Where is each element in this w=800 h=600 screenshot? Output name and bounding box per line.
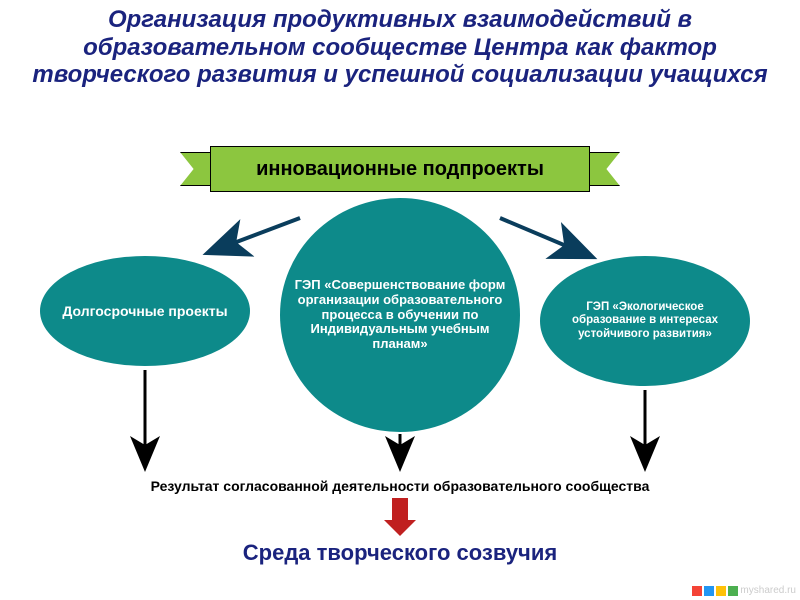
banner-tail-left bbox=[180, 152, 214, 186]
ellipse-left: Долгосрочные проекты bbox=[40, 256, 250, 366]
watermark: myshared.ru bbox=[692, 585, 796, 596]
watermark-text: myshared.ru bbox=[740, 585, 796, 596]
ellipse-mid: ГЭП «Совершенствование форм организации … bbox=[280, 198, 520, 432]
banner-label: инновационные подпроекты bbox=[210, 146, 590, 192]
banner: инновационные подпроекты bbox=[180, 146, 620, 192]
ellipse-right: ГЭП «Экологическое образование в интерес… bbox=[540, 256, 750, 386]
result-line: Результат согласованной деятельности обр… bbox=[0, 478, 800, 494]
page-title: Организация продуктивных взаимодействий … bbox=[0, 0, 800, 93]
banner-tail-right bbox=[586, 152, 620, 186]
bottom-caption: Среда творческого созвучия bbox=[0, 540, 800, 566]
